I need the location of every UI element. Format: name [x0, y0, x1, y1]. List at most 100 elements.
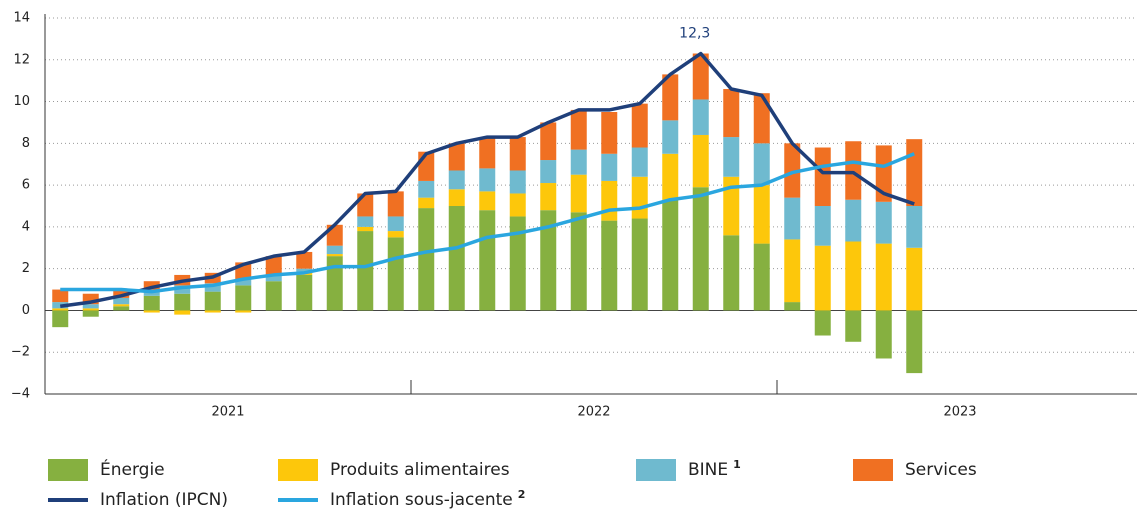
bar-segment — [662, 74, 679, 121]
legend-swatch — [278, 459, 318, 481]
y-tick-label: 2 — [22, 261, 30, 276]
bar-segment — [906, 247, 923, 311]
bar-segment — [82, 304, 99, 309]
y-tick-label: 0 — [22, 303, 30, 318]
legend-swatch — [853, 459, 893, 481]
line-series — [60, 152, 915, 294]
bar-segment — [448, 206, 465, 311]
y-tick-label: 6 — [22, 178, 30, 193]
legend-label: Énergie — [100, 458, 165, 480]
legend-name: Produits alimentaires — [330, 460, 510, 480]
bar-segment — [204, 291, 221, 311]
legend-name: Inflation (IPCN) — [100, 490, 228, 510]
bar-segment — [601, 180, 618, 221]
bar-segment — [570, 212, 587, 311]
bar-segment — [570, 149, 587, 175]
bar-segment — [753, 243, 770, 311]
bar-segment — [52, 310, 69, 328]
legend-label: Produits alimentaires — [330, 460, 510, 480]
bar-segment — [784, 143, 801, 198]
bar-segment — [601, 220, 618, 311]
bar-segment — [509, 137, 526, 171]
bar-segment — [326, 254, 343, 257]
x-year-label: 2023 — [943, 405, 976, 420]
legend-swatch — [48, 459, 88, 481]
bar-segment — [662, 199, 679, 311]
bar-segment — [845, 241, 862, 311]
bar-segment — [906, 139, 923, 206]
bar-segment — [387, 237, 404, 311]
bar-segment — [570, 174, 587, 213]
bar-segment — [875, 310, 892, 359]
bar-segment — [631, 176, 648, 219]
bar-segment — [204, 283, 221, 292]
y-tick-label: 4 — [22, 219, 30, 234]
line-series — [60, 51, 915, 309]
bar-segment — [296, 274, 313, 311]
bar-segment — [143, 281, 160, 290]
bar-segment — [845, 199, 862, 242]
bar-segment — [753, 143, 770, 186]
bar-segment — [753, 93, 770, 144]
bar-segment — [540, 122, 557, 161]
bar-segment — [265, 274, 282, 282]
bar-segment — [204, 310, 221, 313]
bar-segment — [174, 285, 191, 294]
bar-segment — [509, 170, 526, 194]
bar-segment — [113, 306, 130, 311]
bar-segment — [631, 147, 648, 177]
bar-segment — [113, 289, 130, 298]
x-year-label: 2022 — [577, 405, 610, 420]
y-tick-label: 12 — [13, 52, 30, 67]
bar-segment — [82, 293, 99, 305]
bar-segment — [113, 297, 130, 305]
bar-segment — [509, 193, 526, 217]
bar-segment — [784, 302, 801, 311]
bar-segment — [448, 170, 465, 190]
y-tick-label: 14 — [13, 11, 30, 26]
bar-segment — [509, 216, 526, 311]
legend-name: Énergie — [100, 458, 165, 480]
bar-segment — [418, 180, 435, 198]
bar-segment — [387, 191, 404, 217]
bar-segment — [143, 310, 160, 313]
legend-name: BINE — [688, 460, 728, 480]
bar-segment — [479, 137, 496, 169]
bar-segment — [784, 197, 801, 240]
bar-segment — [235, 310, 252, 313]
bar-segment — [82, 308, 99, 311]
bar-segment — [143, 295, 160, 311]
bar-segment — [52, 308, 69, 311]
y-tick-label: −4 — [11, 387, 30, 402]
bar-segment — [753, 185, 770, 244]
bar-segment — [662, 153, 679, 200]
bar-segment — [723, 137, 740, 177]
legend-swatch — [636, 459, 676, 481]
y-tick-label: 10 — [13, 94, 30, 109]
bar-segment — [326, 256, 343, 311]
legend-name: Inflation sous-jacente — [330, 490, 513, 510]
bar-segment — [326, 245, 343, 255]
bar-segment — [845, 141, 862, 200]
bar-segment — [296, 268, 313, 273]
bar-segment — [906, 206, 923, 248]
bar-segment — [265, 256, 282, 275]
bar-segment — [479, 210, 496, 311]
bar-segment — [235, 285, 252, 311]
bar-segment — [448, 143, 465, 171]
bar-segment — [875, 145, 892, 202]
bar-segment — [723, 89, 740, 138]
bar-segment — [692, 99, 709, 135]
legend-label: Inflation sous-jacente 2 — [330, 488, 525, 510]
legend-label: Inflation (IPCN) — [100, 490, 228, 510]
bar-segment — [296, 251, 313, 269]
bar-segment — [479, 168, 496, 192]
bar-segment — [174, 310, 191, 315]
bar-segment — [540, 210, 557, 311]
bar-segment — [723, 176, 740, 236]
legend-label: Services — [905, 460, 977, 480]
bar-segment — [570, 109, 587, 150]
bar-segment — [601, 153, 618, 181]
bar-segment — [784, 239, 801, 303]
